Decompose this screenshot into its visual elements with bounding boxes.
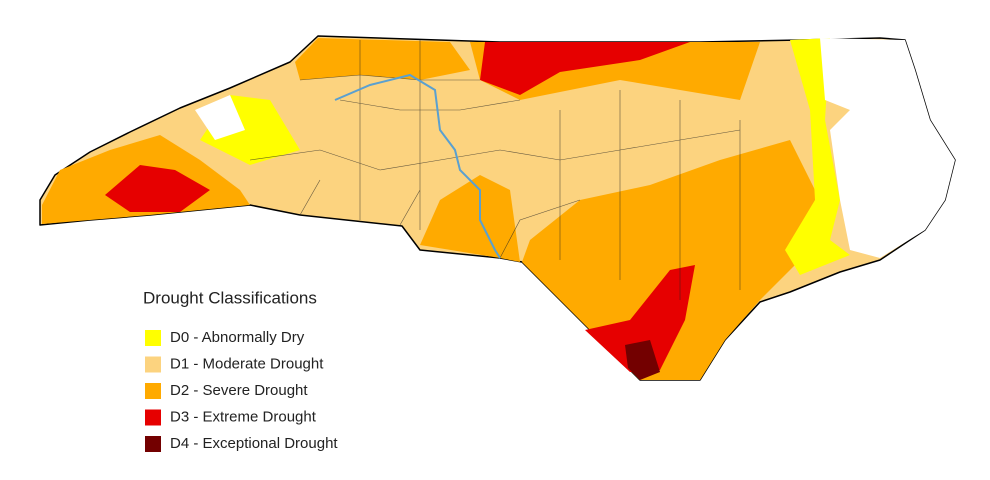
legend-swatch (145, 409, 161, 426)
legend-swatch (145, 356, 161, 373)
legend-swatch (145, 383, 161, 399)
d2-region (522, 140, 820, 380)
legend-label: D2 - Severe Drought (170, 382, 308, 399)
no-drought-region (820, 38, 955, 258)
legend-label: D1 - Moderate Drought (170, 355, 324, 372)
d2-region (295, 38, 470, 80)
d3-region (105, 165, 210, 212)
legend-label: D0 - Abnormally Dry (170, 329, 305, 346)
d4-region (625, 340, 660, 380)
legend-swatch (145, 330, 161, 346)
state-map (39, 35, 956, 381)
legend: Drought Classifications D0 - Abnormally … (143, 288, 338, 452)
legend-label: D4 - Exceptional Drought (170, 435, 338, 452)
no-drought-region (195, 95, 245, 140)
d3-region (480, 42, 690, 95)
legend-swatch (145, 436, 161, 452)
county-lines (249, 40, 741, 300)
legend-label: D3 - Extreme Drought (170, 408, 317, 425)
river (334, 73, 501, 259)
d0-region (785, 38, 850, 275)
d3-region (585, 265, 695, 372)
d2-region (420, 175, 520, 262)
legend-title: Drought Classifications (143, 288, 317, 307)
